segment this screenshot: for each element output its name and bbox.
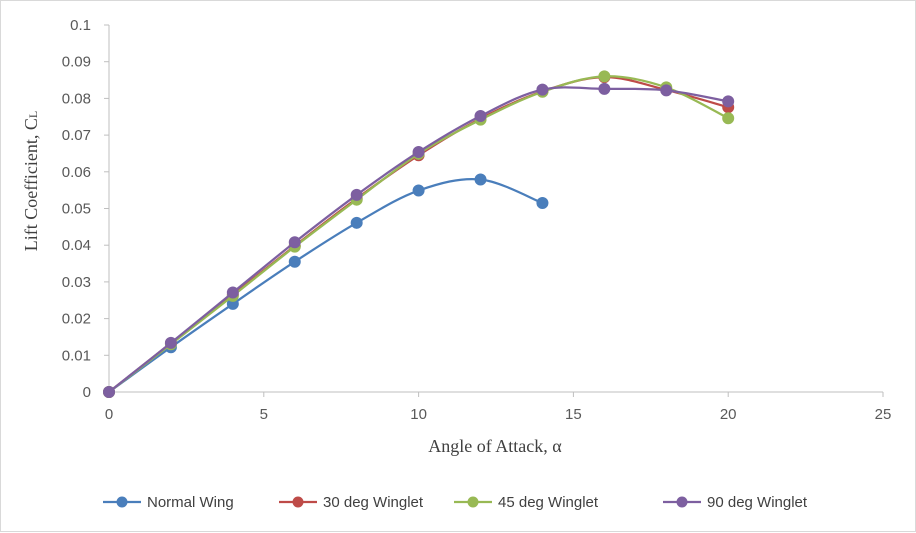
legend-swatch-marker [116, 496, 128, 508]
data-point-90-deg-winglet [722, 95, 735, 108]
legend: Normal Wing 30 deg Winglet 45 deg Winglet 9… [103, 494, 808, 511]
data-point-90-deg-winglet [103, 386, 115, 398]
y-tick-label: 0.05 [62, 201, 91, 218]
legend-item-30-deg-winglet: 30 deg Winglet [279, 494, 424, 511]
series-group [103, 70, 735, 398]
legend-swatch-marker [292, 496, 304, 508]
y-tick-label: 0.08 [62, 90, 91, 107]
y-tick-label: 0.02 [62, 311, 91, 328]
series-line-45-deg-winglet [108, 75, 729, 393]
x-tick-label: 20 [720, 406, 737, 423]
y-tick-label: 0.09 [62, 54, 91, 71]
y-axis-title-subscript: L [26, 111, 40, 118]
data-point-normal-wing [474, 173, 487, 186]
data-point-45-deg-winglet [598, 70, 611, 83]
legend-item-45-deg-winglet: 45 deg Winglet [454, 494, 599, 511]
data-point-90-deg-winglet [474, 110, 487, 123]
series-normal-wing [103, 173, 549, 398]
x-tick-label: 25 [875, 406, 892, 423]
legend-label: 30 deg Winglet [323, 494, 424, 511]
y-axis-title: Lift Coefficient, CL [21, 111, 41, 251]
y-tick-label: 0.07 [62, 127, 91, 144]
data-point-90-deg-winglet [226, 286, 239, 299]
series-line-30-deg-winglet [108, 75, 729, 393]
x-tick-label: 5 [260, 406, 268, 423]
x-axis-title: Angle of Attack, α [428, 436, 562, 456]
data-point-45-deg-winglet [722, 112, 735, 125]
data-point-90-deg-winglet [164, 336, 177, 349]
axes: 0 0.01 0.02 0.03 0.04 0.05 0.06 0.07 0.08 0.09 0.1… [62, 17, 892, 423]
data-point-normal-wing [536, 196, 549, 209]
y-tick-label: 0.06 [62, 164, 91, 181]
data-point-normal-wing [412, 184, 425, 197]
data-point-90-deg-winglet [598, 82, 611, 95]
legend-label: Normal Wing [147, 494, 234, 511]
x-tick-label: 0 [105, 406, 113, 423]
data-point-90-deg-winglet [412, 145, 425, 158]
series-30-deg-winglet [103, 71, 735, 398]
y-axis-title-main: Lift Coefficient, C [21, 118, 41, 251]
legend-label: 45 deg Winglet [498, 494, 599, 511]
data-point-90-deg-winglet [288, 236, 301, 249]
x-tick-label: 10 [410, 406, 427, 423]
series-90-deg-winglet [103, 82, 735, 398]
legend-item-90-deg-winglet: 90 deg Winglet [663, 494, 808, 511]
y-tick-label: 0.03 [62, 274, 91, 291]
series-45-deg-winglet [103, 70, 735, 398]
data-point-normal-wing [288, 255, 301, 268]
y-tick-label: 0.04 [62, 237, 91, 254]
legend-item-normal-wing: Normal Wing [103, 494, 234, 511]
x-tick-label: 15 [565, 406, 582, 423]
y-tick-label: 0 [83, 384, 91, 401]
legend-label: 90 deg Winglet [707, 494, 808, 511]
series-line-normal-wing [108, 177, 543, 393]
legend-swatch-marker [676, 496, 688, 508]
data-point-normal-wing [350, 216, 363, 229]
series-line-90-deg-winglet [108, 86, 729, 393]
legend-swatch-marker [467, 496, 479, 508]
y-tick-label: 0.1 [70, 17, 91, 34]
data-point-90-deg-winglet [660, 84, 673, 97]
y-tick-label: 0.01 [62, 347, 91, 364]
data-point-90-deg-winglet [350, 188, 363, 201]
data-point-90-deg-winglet [536, 83, 549, 96]
